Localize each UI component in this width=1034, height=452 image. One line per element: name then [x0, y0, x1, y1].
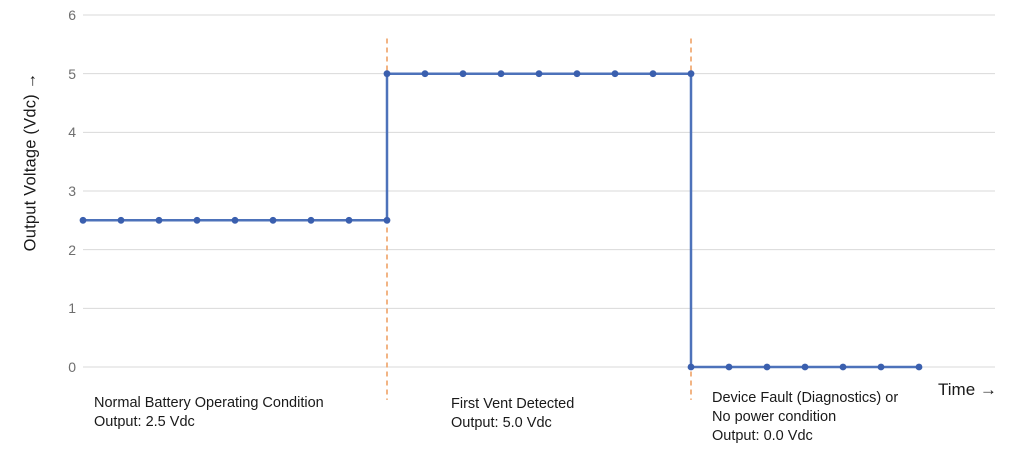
- y-tick-label-1: 1: [68, 300, 76, 317]
- x-axis-title: Time →: [938, 380, 997, 399]
- y-tick-label-3: 3: [68, 183, 76, 199]
- y-tick-label-5: 5: [68, 65, 76, 82]
- y-tick-label-6: 6: [68, 7, 76, 23]
- voltage-series-line: [83, 72, 919, 369]
- data-point-marker: [155, 216, 163, 224]
- data-point-marker: [345, 216, 353, 224]
- data-point-marker: [877, 363, 885, 371]
- y-axis-title: Output Voltage (Vdc) →: [21, 72, 40, 252]
- data-point-marker: [687, 70, 695, 78]
- y-tick-label-2: 2: [68, 241, 76, 258]
- data-point-marker: [79, 216, 87, 224]
- data-point-marker: [801, 363, 809, 371]
- data-point-marker: [307, 216, 315, 224]
- data-point-marker: [915, 363, 923, 371]
- annotation-normal-battery-condition: Normal Battery Operating Condition Outpu…: [94, 395, 324, 430]
- data-point-marker: [611, 70, 619, 78]
- y-tick-label-4: 4: [68, 124, 76, 141]
- data-point-marker: [193, 216, 201, 224]
- data-point-marker: [383, 216, 391, 224]
- data-point-marker: [269, 216, 277, 224]
- y-tick-label-0: 0: [68, 359, 76, 375]
- data-point-marker: [535, 70, 543, 78]
- data-point-marker: [687, 363, 695, 371]
- data-point-marker: [117, 216, 125, 224]
- data-point-marker: [421, 70, 429, 78]
- data-point-marker: [383, 70, 391, 78]
- data-point-marker: [459, 70, 467, 78]
- data-point-marker: [497, 70, 505, 78]
- annotation-device-fault: Device Fault (Diagnostics) or No power c…: [712, 390, 899, 444]
- data-point-marker: [649, 70, 657, 78]
- annotation-first-vent-detected: First Vent Detected Output: 5.0 Vdc: [451, 396, 575, 431]
- data-point-marker: [763, 363, 771, 371]
- data-point-marker: [839, 363, 847, 371]
- data-point-marker: [231, 216, 239, 224]
- data-point-marker: [725, 363, 733, 371]
- data-point-marker: [573, 70, 581, 78]
